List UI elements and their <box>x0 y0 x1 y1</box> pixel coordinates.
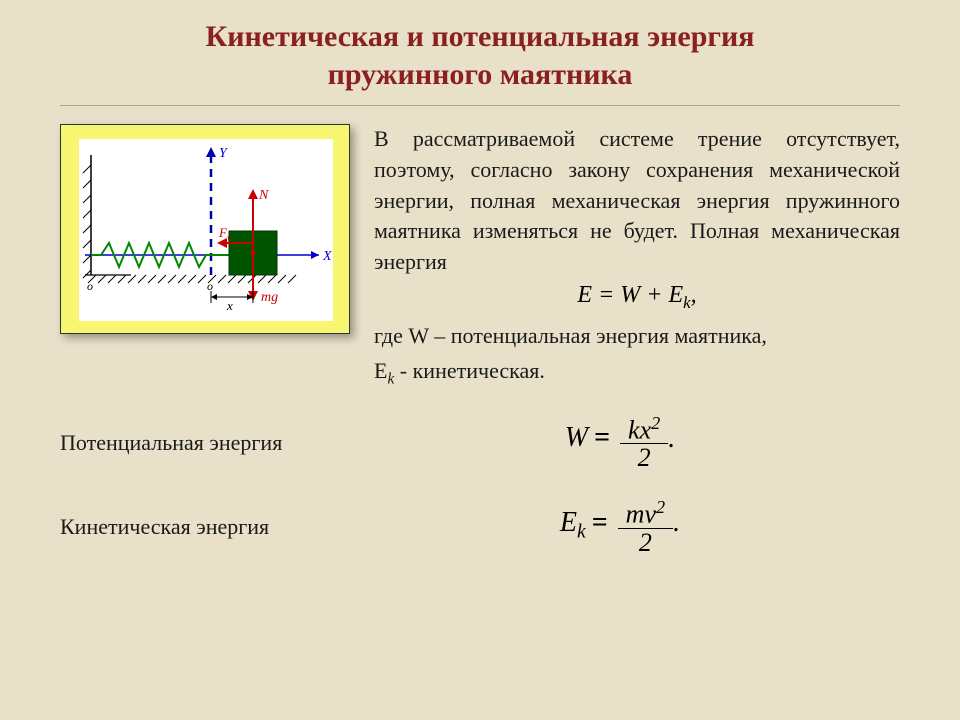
content-row: X Y N <box>60 124 900 394</box>
diagram-svg: X Y N <box>61 125 351 335</box>
title-line-1: Кинетическая и потенциальная энергия <box>205 20 754 53</box>
force-N-label: N <box>258 188 269 203</box>
o1-label: o <box>87 279 93 293</box>
title-line-2: пружинного маятника <box>328 58 633 91</box>
where-line-2: Ek - кинетическая. <box>374 356 900 390</box>
potential-label: Потенциальная энергия <box>60 430 340 456</box>
right-column: В рассматриваемой системе трение отсутст… <box>374 124 900 394</box>
main-paragraph: В рассматриваемой системе трение отсутст… <box>374 124 900 278</box>
total-energy-equation: E = W + Ek, <box>374 282 900 313</box>
o2-label: o <box>207 279 213 293</box>
where-line-1: где W – потенциальная энергия маятника, <box>374 321 900 352</box>
slide-title: Кинетическая и потенциальная энергия пру… <box>60 18 900 93</box>
left-column: X Y N <box>60 124 350 394</box>
kinetic-label: Кинетическая энергия <box>60 514 340 540</box>
spring-pendulum-diagram: X Y N <box>60 124 350 334</box>
formulas-block: Потенциальная энергия W= kx2 2 . Кинетич… <box>60 414 900 557</box>
potential-formula: W= kx2 2 . <box>340 414 900 472</box>
x-axis-label: X <box>322 249 332 264</box>
potential-row: Потенциальная энергия W= kx2 2 . <box>60 414 900 472</box>
x-displacement-label: x <box>226 298 233 313</box>
kinetic-formula: Ek= mv2 2 . <box>340 498 900 556</box>
force-mg-label: mg <box>261 290 278 305</box>
divider <box>60 105 900 106</box>
kinetic-row: Кинетическая энергия Ek= mv2 2 . <box>60 498 900 556</box>
